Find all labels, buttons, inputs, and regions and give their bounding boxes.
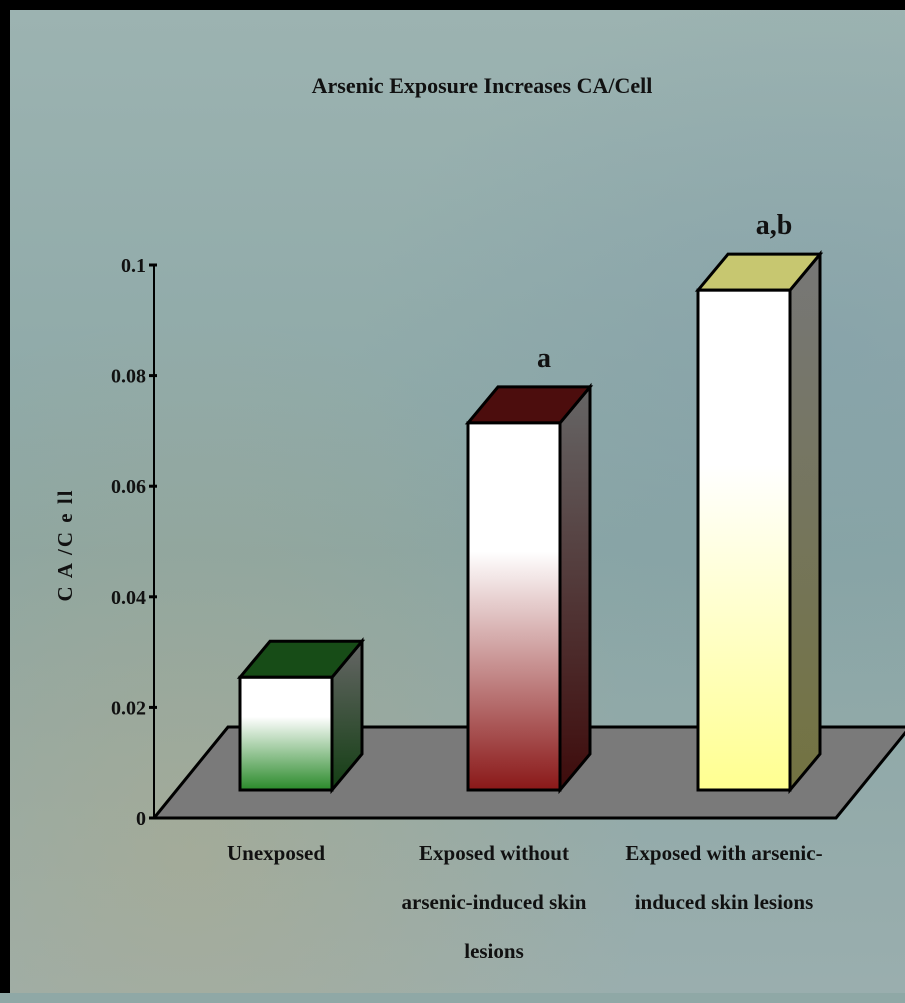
bar-front-face [696, 288, 792, 792]
y-axis-label: C A /C e ll [53, 488, 77, 601]
y-axis: 0 0.02 0.04 0.06 0.08 0.1 [111, 255, 157, 830]
bar-front-face [466, 421, 562, 792]
y-tick-label: 0.04 [111, 587, 146, 609]
bar [464, 382, 594, 795]
y-tick-label: 0.1 [121, 255, 146, 277]
chart-title: Arsenic Exposure Increases CA/Cell [312, 73, 653, 98]
bar [694, 250, 824, 795]
y-tick-label: 0.08 [111, 366, 146, 388]
y-tick-label: 0.02 [111, 697, 146, 719]
x-category-label: Exposed without arsenic-induced skin lesio… [402, 841, 587, 963]
bar-side-face [788, 250, 822, 795]
x-category-label: Exposed with arsenic-induced skin lesion… [625, 841, 822, 914]
bar-front-face [238, 675, 334, 792]
category-labels: Unexposed Exposed without arsenic-induced … [227, 841, 823, 963]
bar-chart: Arsenic Exposure Increases CA/Cell C A /… [53, 73, 905, 963]
x-category-label: Unexposed [227, 841, 325, 865]
bar [236, 637, 366, 795]
bars-group: a a,b [236, 210, 824, 795]
y-tick-label: 0 [136, 808, 146, 830]
bar-side-face [558, 382, 592, 795]
y-tick-label: 0.06 [111, 476, 146, 498]
significance-label: a [537, 343, 551, 374]
significance-label: a,b [756, 210, 793, 241]
